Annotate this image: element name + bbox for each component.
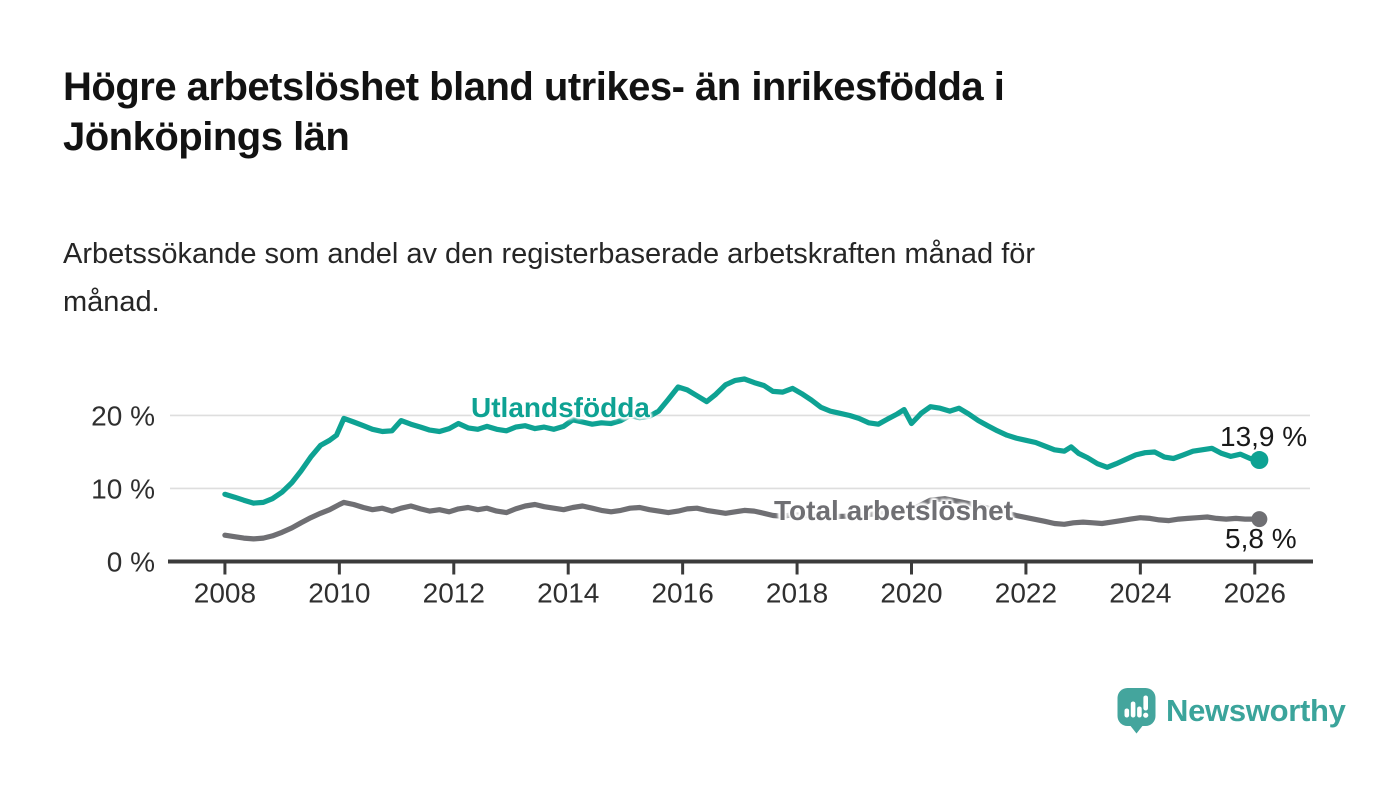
newsworthy-logo-text: Newsworthy [1166,693,1346,728]
x-axis-tick-label: 2026 [1224,578,1286,609]
page-title: Högre arbetslöshet bland utrikes- än inr… [63,62,1005,162]
x-axis-tick-label: 2018 [766,578,828,609]
x-axis-tick-label: 2024 [1109,578,1171,609]
x-axis-tick-label: 2012 [423,578,485,609]
subtitle-line-2: månad. [63,286,160,318]
series-label-total-arbetsloshet: Total arbetslöshet [774,495,1014,526]
subtitle-line-1: Arbetssökande som andel av den registerb… [63,238,1036,270]
y-axis-tick-label: 20 % [91,400,155,431]
x-axis-tick-label: 2022 [995,578,1057,609]
chart-subtitle: Arbetssökande som andel av den registerb… [63,230,1035,326]
x-axis-tick-label: 2020 [880,578,942,609]
series-end-dot-utlandsfodda [1250,451,1269,470]
series-end-dot-total [1251,511,1268,528]
title-line-2: Jönköpings län [63,115,350,159]
series-label-utlandsfodda: Utlandsfödda [471,392,650,423]
title-line-1: Högre arbetslöshet bland utrikes- än inr… [63,65,1005,109]
series-line-utlandsfodda [222,376,1262,506]
end-value-total: 5,8 % [1225,523,1297,554]
newsworthy-logo: Newsworthy [1117,687,1346,735]
end-value-utlandsfodda: 13,9 % [1220,421,1308,452]
x-axis-tick-label: 2016 [651,578,713,609]
x-axis-tick-label: 2014 [537,578,599,609]
y-axis-tick-label: 10 % [91,473,155,504]
x-axis-tick-label: 2008 [194,578,256,609]
y-axis-tick-label: 0 % [107,547,155,578]
x-axis-tick-label: 2010 [308,578,370,609]
series-line-total [222,496,1262,542]
newsworthy-bubble-chart-icon [1117,688,1156,734]
